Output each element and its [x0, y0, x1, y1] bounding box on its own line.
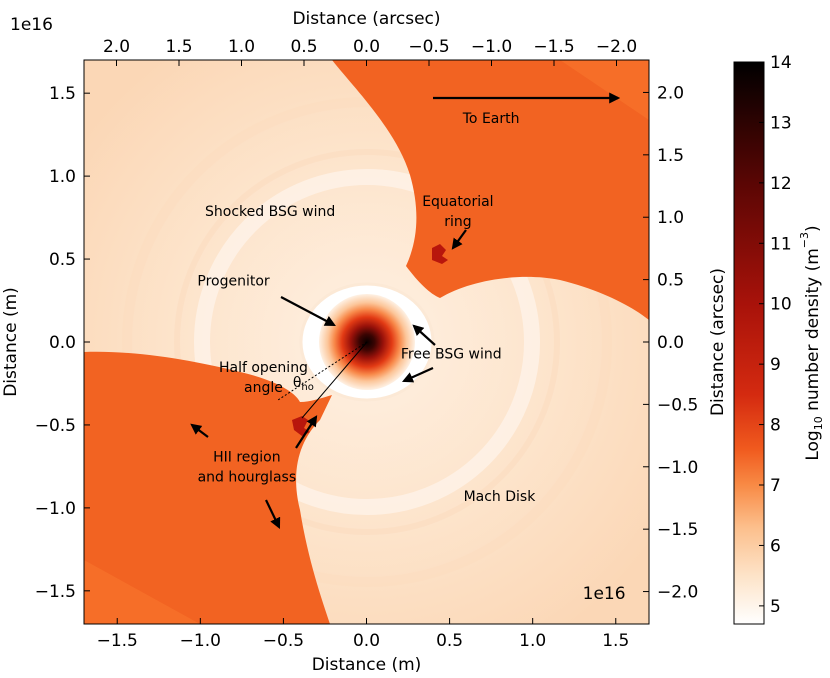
- hii-arrow-left: [190, 423, 209, 438]
- bottom-tick-label: 0.0: [353, 631, 380, 651]
- free-bsg-wind-label: Free BSG wind: [401, 347, 502, 363]
- left-axis-multiplier: 1e16: [10, 15, 53, 35]
- bottom-tick-label: −1.0: [180, 631, 221, 651]
- right-tick-label: −2.0: [657, 583, 698, 603]
- hii-region-label: HII region and hourglass: [198, 449, 297, 485]
- colorbar-tick-label: 8: [770, 416, 781, 436]
- spiral-arm-left: [84, 351, 332, 624]
- colorbar-tick-label: 14: [770, 53, 792, 73]
- colorbar-tick-label: 13: [770, 113, 792, 133]
- left-tick-label: 0.0: [49, 333, 76, 353]
- spiral-arm-top: [332, 60, 649, 320]
- top-tick-label: −0.5: [408, 37, 449, 57]
- mach-disk-label: Mach Disk: [464, 489, 537, 505]
- colorbar-scale: [733, 61, 765, 625]
- left-tick-label: 0.5: [49, 250, 76, 270]
- arm-shading: [84, 60, 649, 624]
- hii-arrow-up: [295, 415, 318, 449]
- top-tick-label: 1.0: [228, 37, 255, 57]
- colorbar-tick-label: 12: [770, 174, 792, 194]
- progenitor-arrow: [280, 296, 336, 327]
- left-axis-title: Distance (m): [1, 287, 21, 397]
- colorbar: 5 6 7 8 9 10 11 12 13 14 Log10 number density (m−3…: [733, 53, 825, 625]
- axes: −1.5 −1.0 −0.5 0.0 0.5 1.0 1.5 Distance (m) −1.5…: [1, 9, 728, 675]
- top-tick-label: −1.0: [471, 37, 512, 57]
- right-tick-label: 2.0: [657, 83, 684, 103]
- colorbar-tick-label: 10: [770, 295, 792, 315]
- left-tick-label: −0.5: [35, 416, 76, 436]
- half-opening-angle-label: Half opening angle: [219, 360, 308, 396]
- colorbar-tick-label: 7: [770, 476, 781, 496]
- top-tick-label: 0.0: [353, 37, 380, 57]
- right-tick-label: 0.0: [657, 333, 684, 353]
- equatorial-ring-label: Equatorial ring: [422, 194, 493, 230]
- top-tick-label: 2.0: [103, 37, 130, 57]
- density-image: [84, 60, 649, 624]
- colorbar-tick-label: 11: [770, 234, 792, 254]
- progenitor-label: Progenitor: [197, 274, 270, 290]
- left-tick-label: 1.0: [49, 167, 76, 187]
- right-tick-label: 0.5: [657, 271, 684, 291]
- opening-angle-dashed: [277, 341, 368, 401]
- bottom-axis-title: Distance (m): [312, 655, 422, 675]
- right-axis-title: Distance (arcsec): [708, 268, 728, 416]
- top-tick-label: 0.5: [290, 37, 317, 57]
- colorbar-tick-label: 5: [770, 597, 781, 617]
- free-wind-arrow-up: [412, 324, 436, 346]
- bottom-tick-label: 1.5: [602, 631, 629, 651]
- colorbar-tick-label: 9: [770, 355, 781, 375]
- right-tick-label: 1.0: [657, 208, 684, 228]
- top-axis-title: Distance (arcsec): [292, 9, 440, 29]
- opening-angle-solid: [301, 341, 368, 419]
- equatorial-ring-arrow: [451, 229, 467, 250]
- right-tick-label: −1.0: [657, 458, 698, 478]
- equatorial-ring-knots: [292, 244, 448, 436]
- left-tick-label: −1.5: [35, 582, 76, 602]
- right-tick-label: 1.5: [657, 146, 684, 166]
- bottom-tick-label: 0.5: [436, 631, 463, 651]
- top-tick-label: 1.5: [165, 37, 192, 57]
- colorbar-title: Log10 number density (m−3): [798, 225, 825, 460]
- corner-multiplier-label: 1e16: [583, 584, 626, 604]
- right-tick-label: −1.5: [657, 520, 698, 540]
- spiral-arms: [84, 60, 649, 624]
- top-tick-label: −1.5: [533, 37, 574, 57]
- shocked-bsg-wind-label: Shocked BSG wind: [205, 204, 335, 220]
- top-tick-label: −2.0: [596, 37, 637, 57]
- free-wind-arrow-down: [401, 366, 434, 383]
- annotation-arrows: [190, 92, 621, 529]
- right-tick-label: −0.5: [657, 395, 698, 415]
- to-earth-label: To Earth: [462, 111, 520, 127]
- bottom-tick-label: 1.0: [519, 631, 546, 651]
- bottom-tick-label: −1.5: [97, 631, 138, 651]
- left-tick-label: 1.5: [49, 84, 76, 104]
- colorbar-tick-label: 6: [770, 536, 781, 556]
- annotations: To Earth Equatorial ring Shocked BSG wind Pr…: [197, 111, 625, 604]
- shock-shells: [122, 97, 612, 587]
- bottom-tick-label: −0.5: [263, 631, 304, 651]
- hii-arrow-down: [265, 499, 281, 529]
- left-tick-label: −1.0: [35, 499, 76, 519]
